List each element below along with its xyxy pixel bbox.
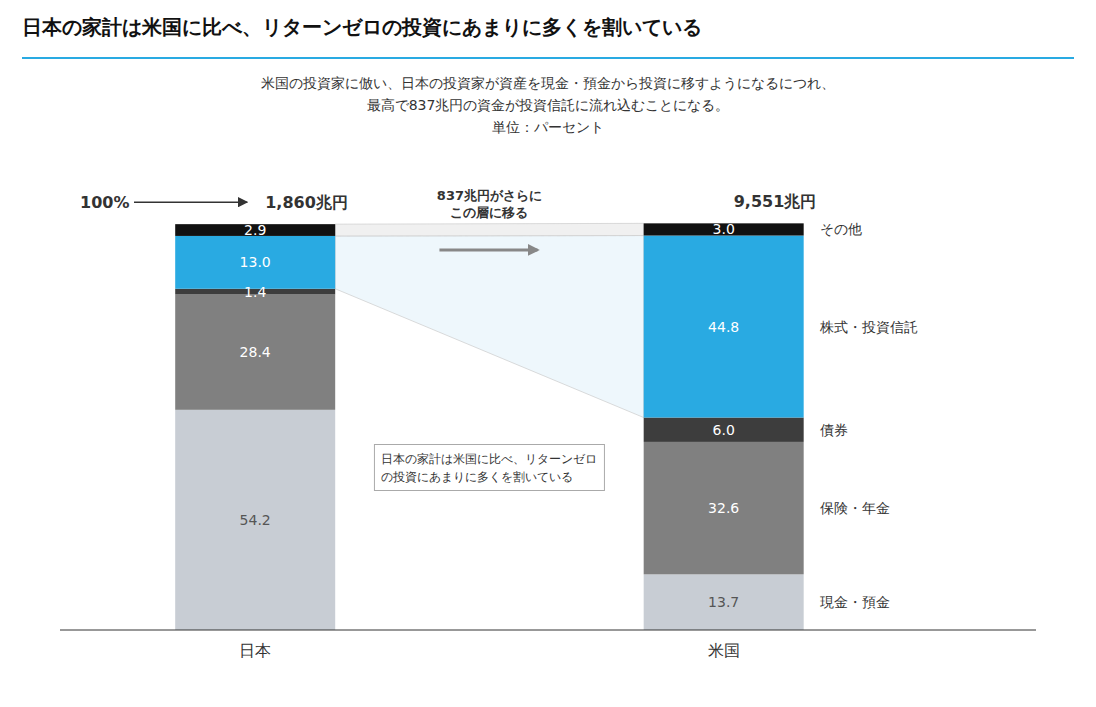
annotation: 日本の家計は米国に比べ、リターンゼロの投資にあまりに多くを割いている [381,452,597,484]
series-label: その他 [820,221,862,237]
data-label: 6.0 [713,422,735,438]
bar-segment [175,410,335,630]
data-label: 54.2 [240,512,271,528]
subtitle: 米国の投資家に倣い、日本の投資家が資産を現金・預金から投資に移すようになるにつれ… [261,75,835,91]
subtitle: 単位：パーセント [492,119,604,135]
data-label: 3.0 [713,221,735,237]
bar-segment [175,294,335,409]
series-label: 現金・預金 [820,594,890,610]
data-label: 44.8 [708,319,739,335]
bar-segment [644,418,804,442]
x-axis-line [60,630,1036,631]
text-line: 日本の家計は米国に比べ、リターンゼロ [381,452,597,466]
total-label: 1,860兆円 [265,193,348,212]
series-label: 債券 [820,422,848,438]
series-label: 株式・投資信託 [819,319,918,335]
data-label: 32.6 [708,500,739,516]
annotation-arrow [134,201,247,203]
data-label: 2.9 [244,222,266,238]
data-label: 13.7 [708,594,739,610]
flow-band [335,223,643,236]
chart: 日本の家計は米国に比べ、リターンゼロの投資にあまりに多くを割いている米国の投資家… [0,0,1096,707]
bar-segment [644,574,804,630]
data-label: 1.4 [244,284,266,300]
bar-segment [644,442,804,574]
title: 日本の家計は米国に比べ、リターンゼロの投資にあまりに多くを割いている [22,15,702,39]
data-label: 28.4 [240,344,271,360]
x-tick-label: 日本 [239,641,271,660]
annotation-frame [374,445,604,491]
data-label: 13.0 [240,254,271,270]
series-label: 保険・年金 [820,500,890,516]
flow-band [335,236,643,418]
annotation-arrow [439,248,537,251]
annotation: 837兆円がさらにこの層に移る [437,188,542,220]
subtitle: 最高で837兆円の資金が投資信託に流れ込むことになる。 [367,97,730,113]
plot-area [175,223,803,630]
bar-segment [644,236,804,418]
total-label: 9,551兆円 [734,192,817,211]
x-tick-label: 米国 [708,641,740,660]
bar-segment [175,236,335,289]
annotation: 100% [80,193,129,212]
text-line: の投資にあまりに多くを割いている [381,470,573,484]
annotation-box: 日本の家計は米国に比べ、リターンゼロの投資にあまりに多くを割いている [374,445,604,491]
text-line: 837兆円がさらに [437,188,542,203]
text-line: この層に移る [450,205,528,220]
title-rule [22,57,1074,59]
